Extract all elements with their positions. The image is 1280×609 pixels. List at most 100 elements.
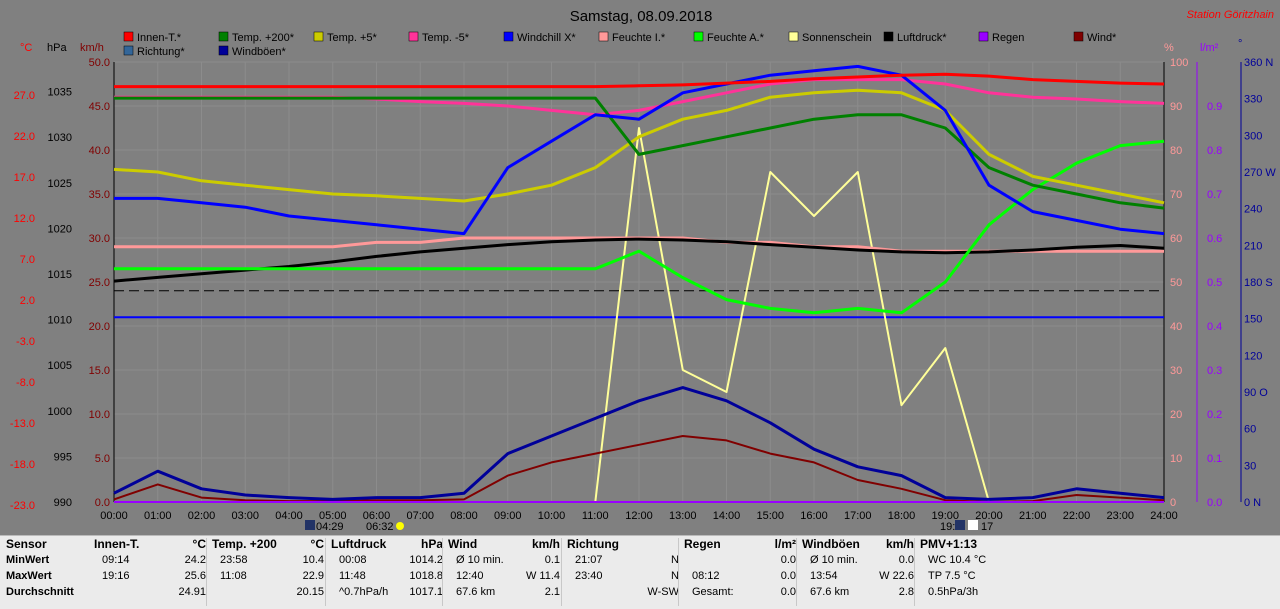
time-tick: 18:00 bbox=[888, 510, 916, 522]
deg-tick: 210 bbox=[1244, 240, 1262, 252]
series-line bbox=[114, 64, 1165, 236]
time-tick: 08:00 bbox=[450, 510, 478, 522]
temp-tick: 17.0 bbox=[14, 172, 35, 184]
lm2-tick: 0.0 bbox=[1207, 497, 1222, 509]
summary-block-name: Temp. +200 bbox=[212, 537, 277, 551]
summary-block: Luftdruck hPa 00:08 1014.2 11:48 1018.8 ^0.7hP… bbox=[331, 536, 443, 609]
legend-swatch bbox=[598, 31, 609, 42]
series-line bbox=[114, 139, 1165, 315]
summary-separator bbox=[442, 538, 443, 606]
legend-label: Temp. +200* bbox=[232, 32, 295, 44]
summary-cell-label: Ø 10 min. bbox=[456, 554, 504, 566]
legend-label: Luftdruck* bbox=[897, 32, 947, 44]
hpa-tick: 1025 bbox=[48, 178, 72, 190]
kmh-tick: 20.0 bbox=[89, 321, 110, 333]
temp-tick: 7.0 bbox=[20, 254, 35, 266]
summary-block-name: Windböen bbox=[802, 537, 860, 551]
legend-label: Richtung* bbox=[137, 46, 185, 58]
temp-tick: -23.0 bbox=[10, 500, 35, 512]
summary-cell-value: 1017.1 bbox=[409, 586, 443, 598]
sunset2-icon bbox=[968, 520, 978, 530]
kmh-tick: 15.0 bbox=[89, 365, 110, 377]
pct-tick: 60 bbox=[1170, 233, 1182, 245]
legend-swatch bbox=[123, 45, 134, 56]
temp-tick: -8.0 bbox=[16, 377, 35, 389]
pct-tick: 30 bbox=[1170, 365, 1182, 377]
summary-cell-value: N bbox=[671, 554, 679, 566]
temp-tick: 27.0 bbox=[14, 90, 35, 102]
summary-cell-label: 00:08 bbox=[339, 554, 367, 566]
hpa-tick: 1020 bbox=[48, 223, 72, 235]
kmh-tick: 5.0 bbox=[95, 453, 110, 465]
pct-tick: 90 bbox=[1170, 101, 1182, 113]
series-line bbox=[114, 96, 1165, 210]
legend-label: Feuchte A.* bbox=[707, 32, 765, 44]
kmh-tick: 50.0 bbox=[89, 57, 110, 69]
axis-lines bbox=[113, 62, 1242, 502]
summary-block-name: Innen-T. bbox=[94, 537, 140, 551]
legend-swatch bbox=[503, 31, 514, 42]
time-tick: 13:00 bbox=[669, 510, 697, 522]
summary-block-unit: km/h bbox=[531, 537, 560, 551]
legend-swatch bbox=[408, 31, 419, 42]
hpa-tick: 1035 bbox=[48, 87, 72, 99]
legend-swatch bbox=[313, 31, 324, 42]
time-tick: 03:00 bbox=[231, 510, 259, 522]
summary-cell-value: 20.15 bbox=[296, 586, 324, 598]
lm2-unit: l/m² bbox=[1200, 42, 1219, 54]
legend-swatch bbox=[978, 31, 989, 42]
summary-block-name: Richtung bbox=[567, 537, 619, 551]
summary-cell-label: 11:48 bbox=[339, 570, 366, 582]
summary-label-min: MinWert bbox=[6, 554, 50, 566]
deg-unit: ° bbox=[1238, 38, 1242, 50]
deg-tick: 330 bbox=[1244, 94, 1262, 106]
time-tick: 01:00 bbox=[144, 510, 172, 522]
legend-label: Temp. -5* bbox=[422, 32, 470, 44]
kmh-tick: 30.0 bbox=[89, 233, 110, 245]
summary-cell-value: 2.8 bbox=[898, 586, 914, 598]
legend-label: Regen bbox=[992, 32, 1024, 44]
lm2-tick: 0.3 bbox=[1207, 365, 1222, 377]
temp-tick: 2.0 bbox=[20, 295, 35, 307]
deg-tick: 270 W bbox=[1244, 167, 1276, 179]
pct-tick: 10 bbox=[1170, 453, 1182, 465]
summary-cell-label: 23:40 bbox=[575, 570, 603, 582]
time-tick: 12:00 bbox=[625, 510, 653, 522]
summary-separator bbox=[678, 538, 679, 606]
sunrise2-time: 06:32 bbox=[366, 521, 394, 533]
summary-block: Wind km/h Ø 10 min. 0.1 12:40 W 11.4 67.6 km 2.… bbox=[448, 536, 560, 609]
summary-cell-value: 0.1 bbox=[544, 554, 560, 566]
sun-icon bbox=[396, 522, 404, 530]
summary-block: Temp. +200 °C 23:58 10.4 11:08 22.9 20.15 bbox=[212, 536, 324, 609]
legend-swatch bbox=[693, 31, 704, 42]
temp-tick: -13.0 bbox=[10, 418, 35, 430]
legend-label: Windchill X* bbox=[517, 32, 576, 44]
pct-tick: 80 bbox=[1170, 145, 1182, 157]
temp-tick: 12.0 bbox=[14, 213, 35, 225]
time-tick: 16:00 bbox=[800, 510, 828, 522]
summary-separator bbox=[325, 538, 326, 606]
deg-tick: 90 O bbox=[1244, 387, 1268, 399]
kmh-tick: 10.0 bbox=[89, 409, 110, 421]
time-tick: 06:00 bbox=[363, 510, 391, 522]
kmh-tick: 35.0 bbox=[89, 189, 110, 201]
summary-block-name: Luftdruck bbox=[331, 537, 387, 551]
summary-block: Innen-T. °C 09:14 24.2 19:16 25.6 24.91 bbox=[94, 536, 206, 609]
pct-tick: 20 bbox=[1170, 409, 1182, 421]
legend-label: Wind* bbox=[1087, 32, 1117, 44]
summary-cell-label: 11:08 bbox=[220, 570, 247, 582]
legend: Innen-T.* Temp. +200* Temp. +5* Temp. -5* Wi… bbox=[123, 31, 1117, 58]
time-tick: 23:00 bbox=[1106, 510, 1134, 522]
summary-cell-value: 1014.2 bbox=[409, 554, 443, 566]
summary-cell-label: 09:14 bbox=[102, 554, 130, 566]
axis-units: °C hPa km/h % l/m² ° bbox=[20, 38, 1242, 54]
hpa-tick: 1005 bbox=[48, 360, 72, 372]
legend-swatch bbox=[218, 31, 229, 42]
summary-separator bbox=[561, 538, 562, 606]
lm2-tick: 0.7 bbox=[1207, 189, 1222, 201]
legend-swatch bbox=[218, 45, 229, 56]
deg-tick: 0 N bbox=[1244, 497, 1261, 509]
temp-tick: -18.0 bbox=[10, 459, 35, 471]
summary-cell-value: 0.0 bbox=[780, 554, 796, 566]
time-tick: 02:00 bbox=[188, 510, 216, 522]
